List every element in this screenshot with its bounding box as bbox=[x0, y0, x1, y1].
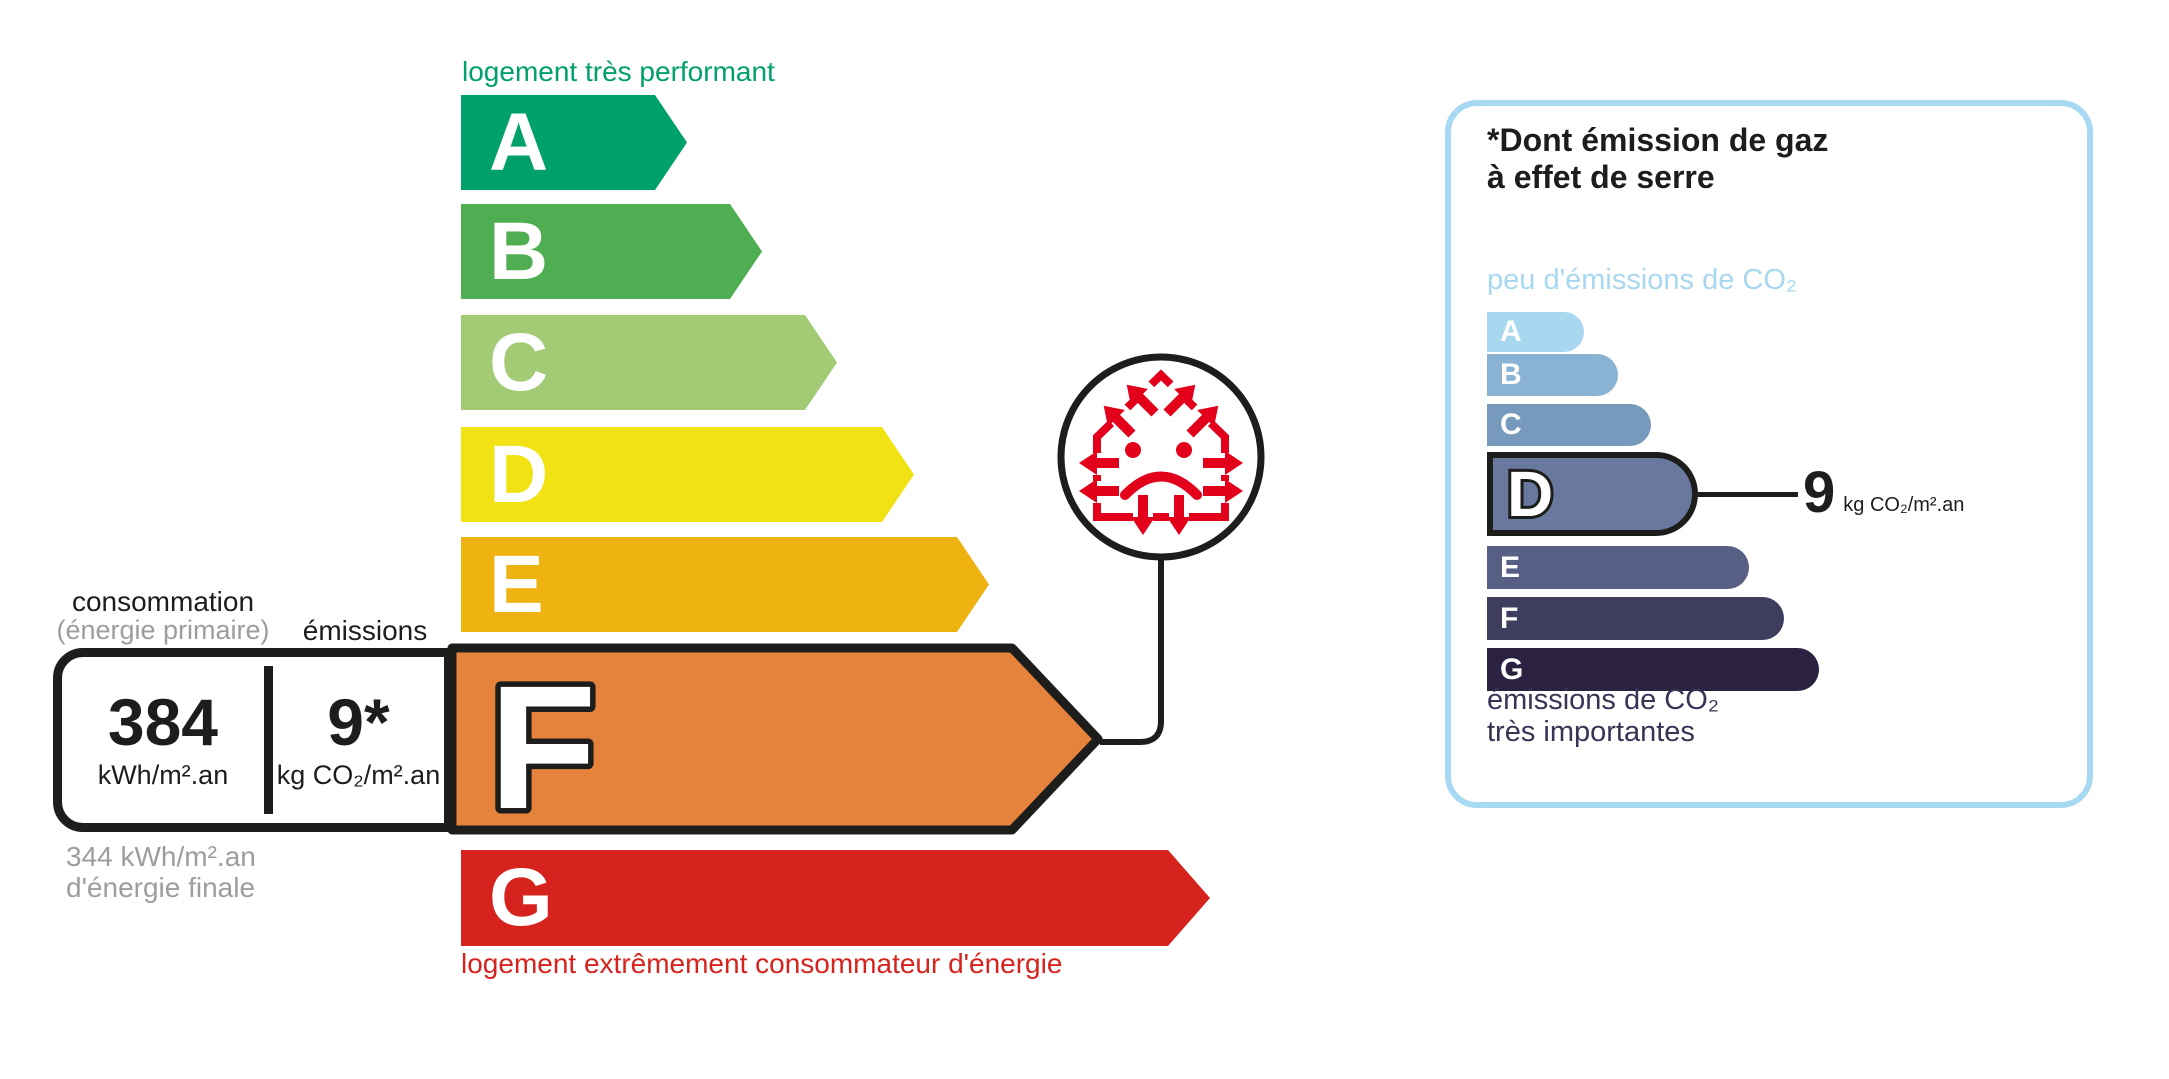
sad-house bbox=[1079, 369, 1243, 535]
co2-class-bar-e: E bbox=[1487, 546, 1749, 589]
co2-indicator-line bbox=[1698, 492, 1798, 497]
icon-circle bbox=[1057, 353, 1265, 561]
energy-class-letter-a: A bbox=[489, 96, 549, 188]
consumption-value: 384 bbox=[107, 685, 219, 759]
energy-class-arrow-a: A bbox=[461, 95, 687, 190]
energy-class-arrow-f: F bbox=[447, 643, 1103, 842]
emissions-unit: kg CO₂/m².an bbox=[276, 760, 441, 790]
co2-bottom-label: émissions de CO₂ très importantes bbox=[1487, 684, 1720, 748]
co2-class-letter-e: E bbox=[1500, 550, 1521, 584]
energy-class-letter-e: E bbox=[489, 538, 544, 630]
emissions-cell: 9* kg CO₂/m².an bbox=[273, 657, 444, 823]
energy-class-arrow-d: D bbox=[461, 427, 914, 522]
co2-class-bar-c: C bbox=[1487, 404, 1651, 446]
energy-class-arrow-b: B bbox=[461, 204, 762, 299]
energy-scale-bottom-label: logement extrêmement consommateur d'éner… bbox=[461, 948, 1063, 979]
energy-class-letter-c: C bbox=[489, 316, 549, 408]
sad-house-energy-leak-icon bbox=[1057, 353, 1265, 745]
co2-panel-title: *Dont émission de gaz à effet de serre bbox=[1487, 122, 1829, 195]
co2-value: 9 bbox=[1803, 460, 1836, 525]
energy-class-letter-g: G bbox=[489, 852, 553, 943]
co2-class-bar-a: A bbox=[1487, 312, 1584, 352]
consumption-cell: 384 kWh/m².an bbox=[62, 657, 264, 823]
co2-class-letter-c: C bbox=[1500, 408, 1522, 441]
final-energy-note: 344 kWh/m².an d'énergie finale bbox=[66, 841, 256, 903]
co2-emissions-panel: *Dont émission de gaz à effet de serre p… bbox=[1445, 100, 2093, 808]
co2-class-bar-d: D bbox=[1487, 452, 1698, 536]
co2-class-letter-g: G bbox=[1500, 652, 1524, 686]
consumption-value-box: 384 kWh/m².an 9* kg CO₂/m².an bbox=[53, 648, 453, 832]
co2-value-group: 9 kg CO₂/m².an bbox=[1803, 464, 1964, 522]
value-box-divider bbox=[263, 666, 273, 814]
f-arrow-shape bbox=[447, 643, 1103, 835]
emissions-value: 9* bbox=[327, 685, 390, 759]
energy-class-letter-d: D bbox=[489, 428, 549, 520]
co2-class-bar-g: G bbox=[1487, 648, 1819, 691]
co2-current-class-letter: D bbox=[1507, 458, 1553, 530]
co2-class-letter-a: A bbox=[1500, 315, 1522, 348]
energy-class-letter-b: B bbox=[489, 205, 549, 297]
energy-class-arrow-g: G bbox=[461, 850, 1210, 946]
energy-scale-top-label: logement très performant bbox=[462, 56, 775, 87]
current-energy-class-letter: F bbox=[489, 650, 597, 842]
co2-class-bar-f: F bbox=[1487, 597, 1784, 640]
energy-class-arrow-c: C bbox=[461, 315, 837, 410]
consumption-header: consommation bbox=[71, 586, 255, 617]
co2-top-label: peu d'émissions de CO₂ bbox=[1487, 264, 1798, 296]
consumption-subheader: (énergie primaire) bbox=[56, 615, 270, 645]
co2-class-bar-b: B bbox=[1487, 354, 1618, 396]
consumption-unit: kWh/m².an bbox=[97, 760, 229, 790]
co2-current-class-letter-box: D bbox=[1505, 458, 1556, 530]
emissions-header: émissions bbox=[302, 615, 428, 646]
co2-class-letter-b: B bbox=[1500, 358, 1522, 391]
energy-class-arrow-e: E bbox=[461, 537, 989, 632]
icon-connector-line bbox=[1100, 557, 1164, 745]
co2-class-letter-f: F bbox=[1500, 601, 1519, 635]
co2-value-unit: kg CO₂/m².an bbox=[1843, 494, 1965, 516]
